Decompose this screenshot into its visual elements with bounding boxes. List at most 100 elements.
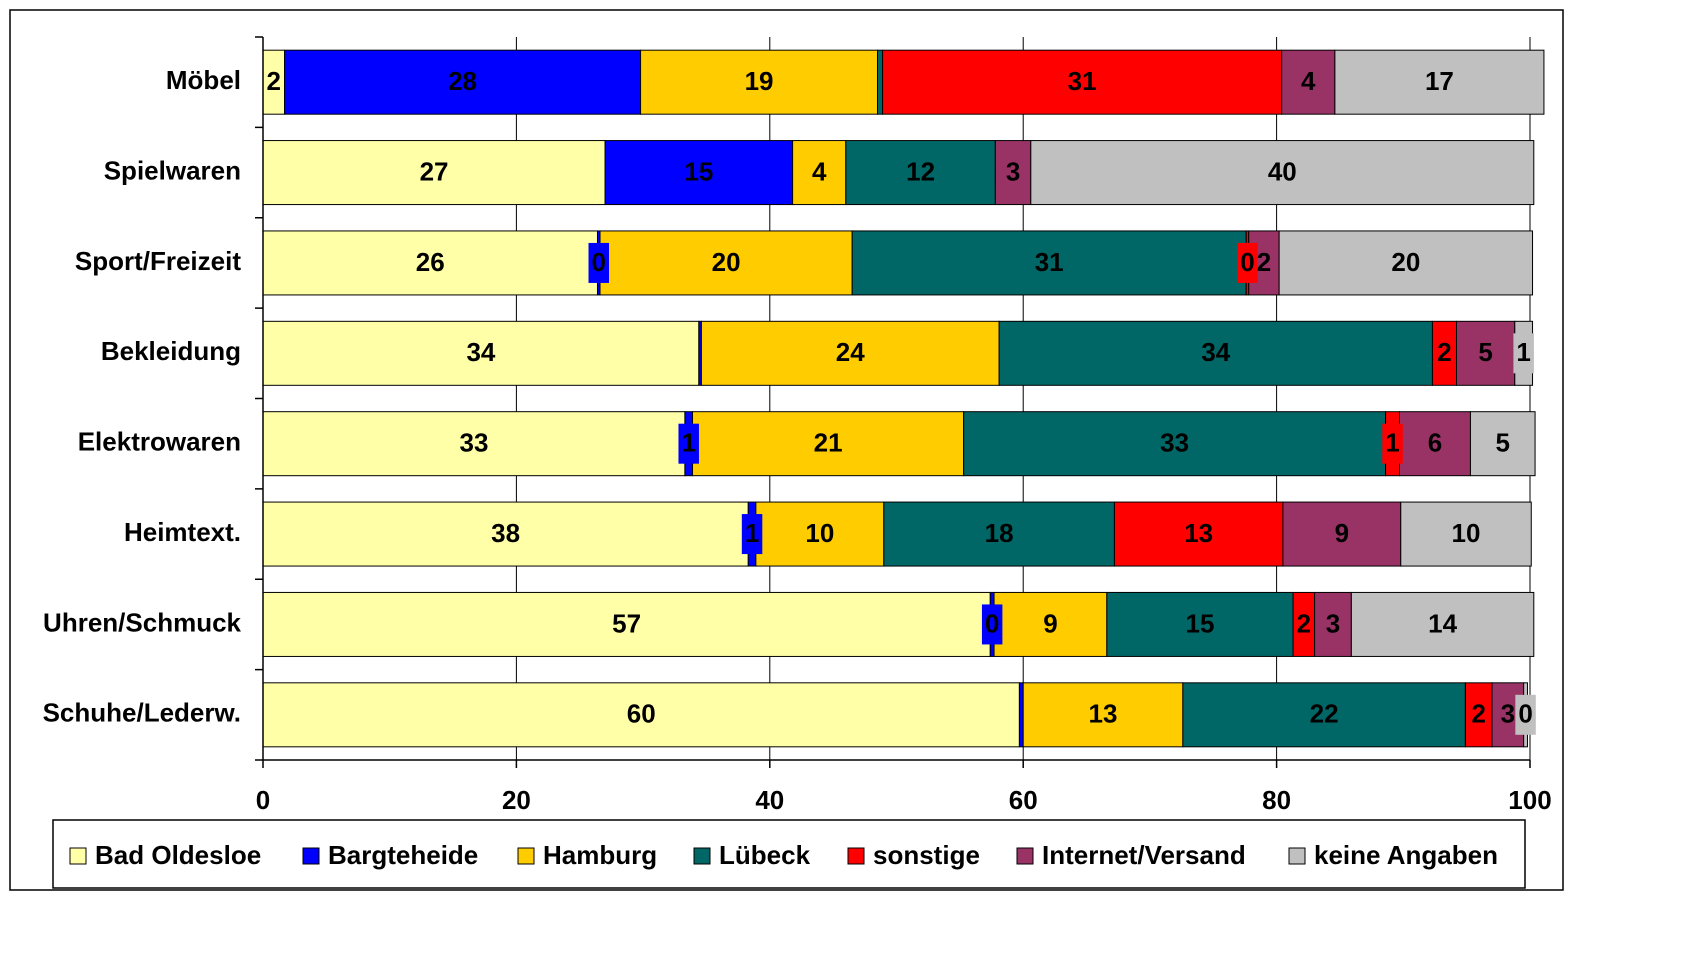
- y-tick-label: Möbel: [166, 65, 241, 95]
- bar-segment: [599, 230, 853, 296]
- data-label: 28: [448, 66, 477, 96]
- x-tick-label: 20: [502, 785, 531, 815]
- data-label: 12: [906, 156, 935, 186]
- y-tick-label: Bekleidung: [101, 336, 241, 366]
- legend-label: Lübeck: [719, 840, 811, 870]
- bar-segment: [1278, 230, 1534, 296]
- bar-segment: [1469, 411, 1536, 477]
- y-tick-label: Elektrowaren: [78, 427, 241, 457]
- data-label: 20: [712, 247, 741, 277]
- data-label: 19: [745, 66, 774, 96]
- data-label: 17: [1425, 66, 1454, 96]
- bar-segment: [792, 140, 847, 206]
- bar-segment: [1464, 682, 1493, 748]
- bar-segment: [1282, 501, 1402, 567]
- data-label: 18: [985, 518, 1014, 548]
- data-label: 27: [420, 156, 449, 186]
- legend-label: Bargteheide: [328, 840, 478, 870]
- bar-segment: [882, 49, 1283, 115]
- data-label-bg: [741, 514, 763, 555]
- data-label: 22: [1310, 699, 1339, 729]
- bar-segment: [700, 320, 1000, 386]
- legend-swatch: [302, 847, 320, 865]
- bar-segment: [1106, 591, 1294, 657]
- bar-segment: [1350, 591, 1535, 657]
- data-label: 10: [805, 518, 834, 548]
- data-label: 33: [459, 428, 488, 458]
- legend-swatch: [517, 847, 535, 865]
- y-tick-label: Spielwaren: [104, 155, 241, 185]
- data-label: 1: [1385, 428, 1399, 458]
- data-label: 57: [612, 608, 641, 638]
- data-label: 0: [592, 247, 606, 277]
- data-label-bg: [1237, 242, 1258, 283]
- bar-segment: [640, 49, 878, 115]
- data-label: 10: [1452, 518, 1481, 548]
- data-label: 20: [1391, 247, 1420, 277]
- data-label: 6: [1428, 428, 1442, 458]
- data-label: 2: [1297, 608, 1311, 638]
- legend-label: Internet/Versand: [1042, 840, 1246, 870]
- data-label: 24: [836, 337, 865, 367]
- y-tick-label: Schuhe/Lederw.: [43, 698, 241, 728]
- bars: [262, 49, 1545, 748]
- legend-swatch: [693, 847, 711, 865]
- data-label: 2: [1257, 247, 1271, 277]
- data-label: 4: [1301, 66, 1316, 96]
- bar-segment: [883, 501, 1115, 567]
- data-label-bg: [678, 423, 699, 464]
- data-label: 1: [681, 428, 695, 458]
- bar-segment: [1398, 411, 1471, 477]
- legend-swatch: [847, 847, 865, 865]
- legend-box: [52, 819, 1526, 889]
- y-tick-label: Sport/Freizeit: [75, 246, 241, 276]
- data-label: 21: [814, 428, 843, 458]
- bar-segment: [262, 230, 598, 296]
- data-label-bg: [1382, 423, 1403, 464]
- data-label: 26: [416, 247, 445, 277]
- legend-label: Bad Oldesloe: [95, 840, 261, 870]
- data-label: 4: [812, 156, 827, 186]
- y-tick-label: Heimtext.: [124, 517, 241, 547]
- legend-label: keine Angaben: [1314, 840, 1498, 870]
- data-label: 34: [466, 337, 495, 367]
- data-label: 31: [1068, 66, 1097, 96]
- y-tick-label: Uhren/Schmuck: [43, 607, 241, 637]
- legend-swatch: [1016, 847, 1034, 865]
- data-label: 0: [1518, 699, 1532, 729]
- legend-label: sonstige: [873, 840, 980, 870]
- bar-segment: [845, 140, 996, 206]
- data-label: 5: [1478, 337, 1492, 367]
- bar-segment: [604, 140, 794, 206]
- data-label: 9: [1335, 518, 1349, 548]
- data-label: 14: [1428, 608, 1457, 638]
- data-label-bg: [981, 604, 1003, 645]
- data-label: 0: [985, 608, 999, 638]
- x-tick-label: 100: [1508, 785, 1551, 815]
- bar-segment: [1431, 320, 1458, 386]
- data-label: 3: [1326, 608, 1340, 638]
- data-label: 3: [1501, 699, 1515, 729]
- data-label: 60: [627, 699, 656, 729]
- data-label: 13: [1184, 518, 1213, 548]
- data-label: 1: [745, 518, 759, 548]
- bar-segment: [876, 49, 884, 115]
- data-label: 15: [1185, 608, 1214, 638]
- data-label: 33: [1160, 428, 1189, 458]
- data-label: 2: [1437, 337, 1451, 367]
- data-label: 0: [1240, 247, 1254, 277]
- data-label: 38: [491, 518, 520, 548]
- data-label: 1: [1516, 337, 1530, 367]
- bar-segment: [1030, 140, 1535, 206]
- data-label: 15: [684, 156, 713, 186]
- legend-swatch: [1288, 847, 1306, 865]
- x-tick-label: 40: [755, 785, 784, 815]
- data-label: 40: [1268, 156, 1297, 186]
- data-label: 13: [1089, 699, 1118, 729]
- legend: Bad Oldesloe Bargteheide Hamburg Lübeck sons…: [69, 840, 1498, 870]
- bar-segment: [262, 140, 606, 206]
- bar-segment: [1182, 682, 1466, 748]
- x-tick-label: 60: [1009, 785, 1038, 815]
- bar-segment: [1281, 49, 1336, 115]
